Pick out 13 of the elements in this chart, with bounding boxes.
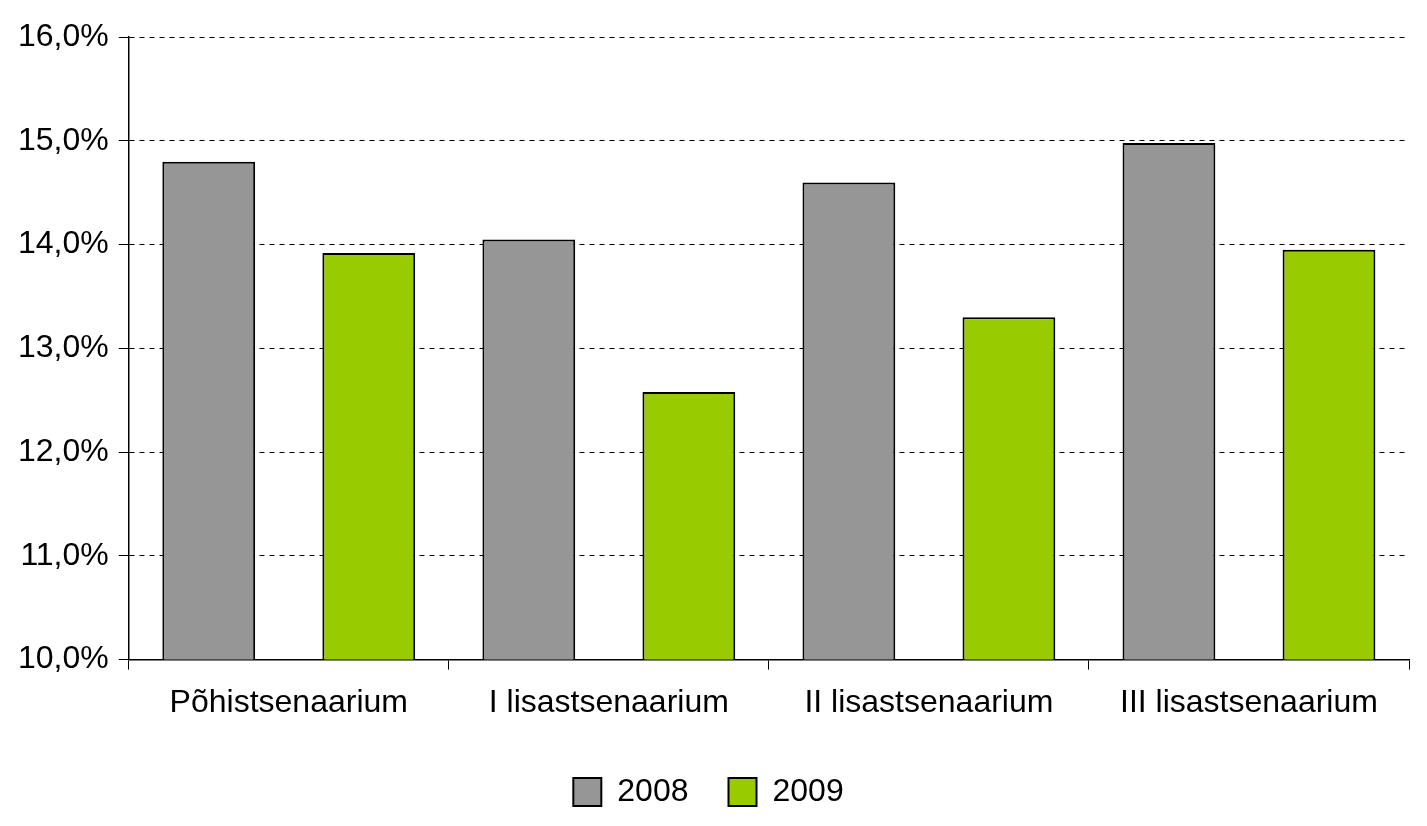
y-tick-label: 15,0% [18,120,109,157]
legend-label: 2009 [772,771,844,808]
y-tick-label: 12,0% [18,431,109,468]
y-tick-label: 13,0% [18,328,109,365]
legend-label: 2008 [617,771,689,808]
x-tick-label: II lisastsenaarium [804,682,1054,719]
x-tick-label: I lisastsenaarium [488,682,729,719]
y-tick-label: 11,0% [20,535,109,572]
y-tick-label: 14,0% [18,224,109,261]
y-tick-label: 16,0% [18,17,109,54]
x-tick-label: III lisastsenaarium [1120,682,1378,719]
y-tick-label: 10,0% [18,639,109,676]
x-tick-label: Põhistsenaarium [169,682,408,719]
